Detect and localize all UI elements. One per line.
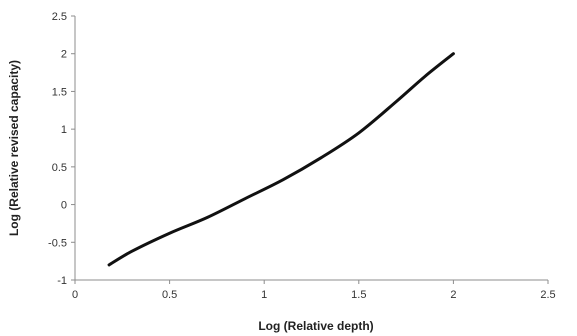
y-tick-label: -1 [57,275,67,287]
x-tick-label: 0 [72,289,78,301]
y-tick-label: -0.5 [48,237,67,249]
x-tick-label: 1.5 [351,289,366,301]
x-tick-label: 2.5 [540,289,555,301]
y-tick-label: 1.5 [52,86,67,98]
y-tick-label: 2.5 [52,11,67,23]
series-layer [107,52,455,267]
x-tick-label: 2 [450,289,456,301]
x-tick-label: 0.5 [162,289,177,301]
x-axis-title: Log (Relative depth) [258,319,373,333]
y-axis: -1 -0.5 0 0.5 1 1.5 2 2.5 [48,11,76,287]
y-tick-label: 0 [61,200,67,212]
x-axis: 0 0.5 1 1.5 2 2.5 [72,279,556,301]
y-tick-label: 0.5 [52,162,67,174]
y-axis-title: Log (Relative revised capacity) [7,60,21,236]
y-tick-label: 2 [61,49,67,61]
series-line-0 [107,52,455,267]
y-tick-label: 1 [61,124,67,136]
x-tick-label: 1 [261,289,267,301]
